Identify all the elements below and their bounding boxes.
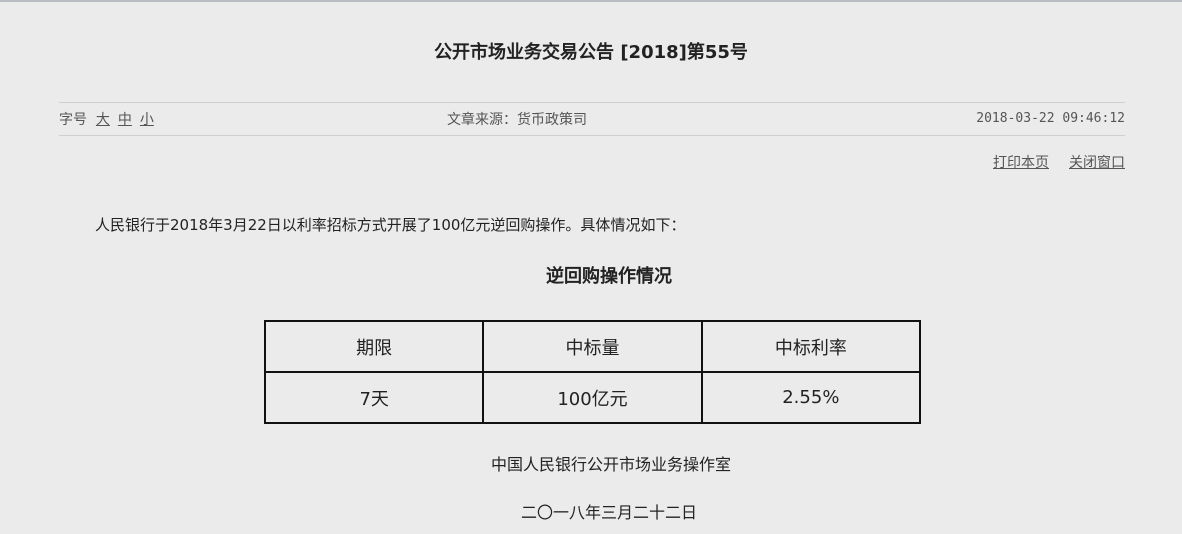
publish-date: 2018-03-22 09:46:12 [976,111,1125,126]
header-cell: 中标量 [482,320,703,373]
top-border [0,0,1182,2]
divider [59,102,1125,103]
close-link[interactable]: 关闭窗口 [1069,155,1125,171]
signature: 中国人民银行公开市场业务操作室 [490,455,731,474]
cell: 2.55% [700,371,922,424]
title: 公开市场业务交易公告 [2018]第55号 [434,42,748,63]
header-cell: 中标利率 [700,320,922,373]
font-size-large[interactable]: 大 [95,112,110,128]
cell: 7天 [263,371,485,424]
source: 文章来源：货币政策司 [447,112,587,128]
font-size-label: 字号 [59,112,87,128]
actions: 打印本页 关闭窗口 [973,152,1125,172]
table: 期限 中标量 中标利率 7天 100亿元 2.55% [263,320,922,424]
font-size-small[interactable]: 小 [139,112,154,128]
print-link[interactable]: 打印本页 [993,155,1049,171]
table-row: 7天 100亿元 2.55% [263,371,922,424]
header-cell: 期限 [263,320,485,373]
table-title: 逆回购操作情况 [546,266,672,287]
cell: 100亿元 [482,371,703,424]
font-size-medium[interactable]: 中 [117,112,132,128]
table-header: 期限 中标量 中标利率 [263,320,922,373]
font-size-control: 字号 大中小 [59,109,162,129]
signature-date: 二〇一八年三月二十二日 [520,503,697,522]
paragraph: 人民银行于2018年3月22日以利率招标方式开展了100亿元逆回购操作。具体情况… [95,216,686,234]
divider [59,135,1125,136]
